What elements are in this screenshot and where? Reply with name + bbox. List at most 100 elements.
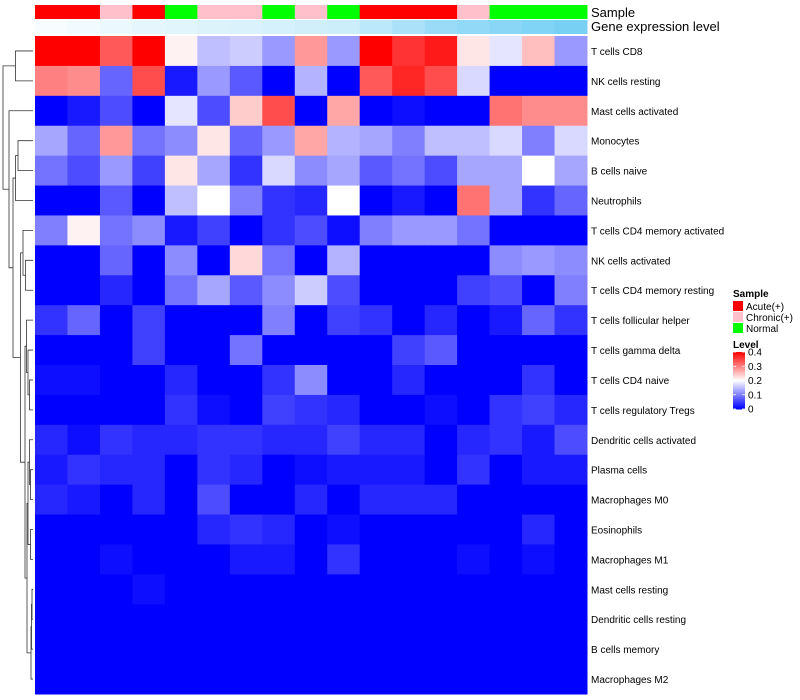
heatmap-cell (554, 394, 588, 426)
expression-annotation-cell (554, 20, 588, 34)
heatmap-cell (164, 365, 198, 396)
heatmap-cell (327, 394, 361, 426)
heatmap-cell (164, 424, 198, 456)
heatmap-cell (522, 36, 556, 67)
dendrogram-branch (2, 65, 16, 190)
heatmap-cell (489, 574, 523, 605)
heatmap-cell (359, 514, 393, 545)
heatmap-cell (35, 125, 68, 157)
heatmap-cell (489, 664, 523, 695)
heatmap-cell (424, 65, 458, 97)
heatmap-cell (392, 95, 426, 127)
heatmap-cell (489, 185, 523, 216)
heatmap-cell (294, 215, 328, 246)
heatmap-cell (327, 245, 361, 276)
heatmap-cell (294, 454, 328, 486)
sample-annotation-bar (35, 5, 588, 19)
expression-annotation-cell (229, 20, 263, 34)
heatmap-cell (359, 305, 393, 336)
heatmap-cell (294, 95, 328, 127)
heatmap-cell (35, 664, 68, 695)
row-label: T cells regulatory Tregs (591, 406, 695, 417)
row-label: T cells gamma delta (591, 346, 681, 357)
level-legend-gradient-step (733, 374, 745, 377)
level-legend-tick-label: 0 (748, 405, 754, 416)
heatmap-cells (35, 36, 588, 695)
heatmap-cell (522, 245, 556, 276)
expression-annotation-cell (489, 20, 523, 34)
heatmap-cell (457, 245, 491, 276)
heatmap-cell (424, 514, 458, 545)
heatmap-cell (392, 215, 426, 246)
row-label: Plasma cells (591, 466, 647, 477)
heatmap-cell (99, 424, 133, 456)
heatmap-cell (99, 245, 133, 276)
heatmap-cell (294, 36, 328, 67)
heatmap-cell (164, 544, 198, 575)
row-label: NK cells activated (591, 256, 670, 267)
heatmap-cell (522, 125, 556, 157)
level-legend-gradient-step (733, 370, 745, 373)
heatmap-cell (294, 125, 328, 157)
heatmap-cell (35, 305, 68, 336)
heatmap-cell (359, 65, 393, 97)
heatmap-cell (67, 424, 101, 456)
level-legend-gradient-step (733, 369, 745, 372)
sample-annotation-cell (457, 5, 491, 19)
heatmap-cell (164, 245, 198, 276)
heatmap-cell (392, 454, 426, 486)
heatmap-cell (327, 305, 361, 336)
heatmap-cell (262, 574, 296, 605)
sample-legend-title: Sample (733, 289, 769, 300)
heatmap-cell (197, 604, 231, 635)
heatmap-cell (424, 484, 458, 516)
heatmap-cell (489, 394, 523, 426)
sample-annotation-cell (262, 5, 296, 19)
heatmap-cell (164, 664, 198, 695)
heatmap-cell (197, 484, 231, 516)
dendrogram-branch (17, 140, 33, 171)
heatmap-cell (164, 36, 198, 67)
sample-annotation-cell (99, 5, 133, 19)
heatmap-cell (197, 245, 231, 276)
level-legend-gradient-step (733, 381, 745, 384)
heatmap-cell (262, 394, 296, 426)
heatmap-cell (164, 484, 198, 516)
heatmap-cell (164, 185, 198, 216)
level-legend-gradient-step (733, 404, 745, 407)
heatmap-cell (554, 185, 588, 216)
level-legend-gradient-step (733, 396, 745, 399)
dendrogram-branch (15, 50, 33, 82)
heatmap-cell (35, 424, 68, 456)
heatmap-cell (327, 484, 361, 516)
heatmap-cell (262, 454, 296, 486)
heatmap-cell (522, 185, 556, 216)
heatmap-cell (522, 305, 556, 336)
heatmap-cell (424, 305, 458, 336)
heatmap-cell (294, 365, 328, 396)
heatmap-cell (457, 394, 491, 426)
heatmap-cell (262, 484, 296, 516)
heatmap-cell (132, 544, 166, 575)
dendrogram-branch (26, 319, 33, 373)
heatmap-cell (392, 484, 426, 516)
heatmap-cell (197, 95, 231, 127)
heatmap-cell (359, 574, 393, 605)
heatmap-cell (294, 335, 328, 366)
heatmap-cell (67, 365, 101, 396)
heatmap-cell (229, 155, 263, 187)
row-label: Macrophages M1 (591, 555, 669, 566)
heatmap-cell (229, 95, 263, 127)
dendrogram-branch (30, 529, 33, 560)
heatmap-cell (554, 275, 588, 306)
heatmap-cell (164, 275, 198, 306)
row-label: Macrophages M2 (591, 675, 669, 686)
heatmap-cell (424, 155, 458, 187)
heatmap-cell (35, 215, 68, 246)
heatmap-cell (489, 634, 523, 665)
heatmap-cell (522, 65, 556, 97)
heatmap-cell (262, 664, 296, 695)
heatmap-cell (67, 394, 101, 426)
level-legend-gradient-step (733, 390, 745, 393)
heatmap-cell (99, 335, 133, 366)
